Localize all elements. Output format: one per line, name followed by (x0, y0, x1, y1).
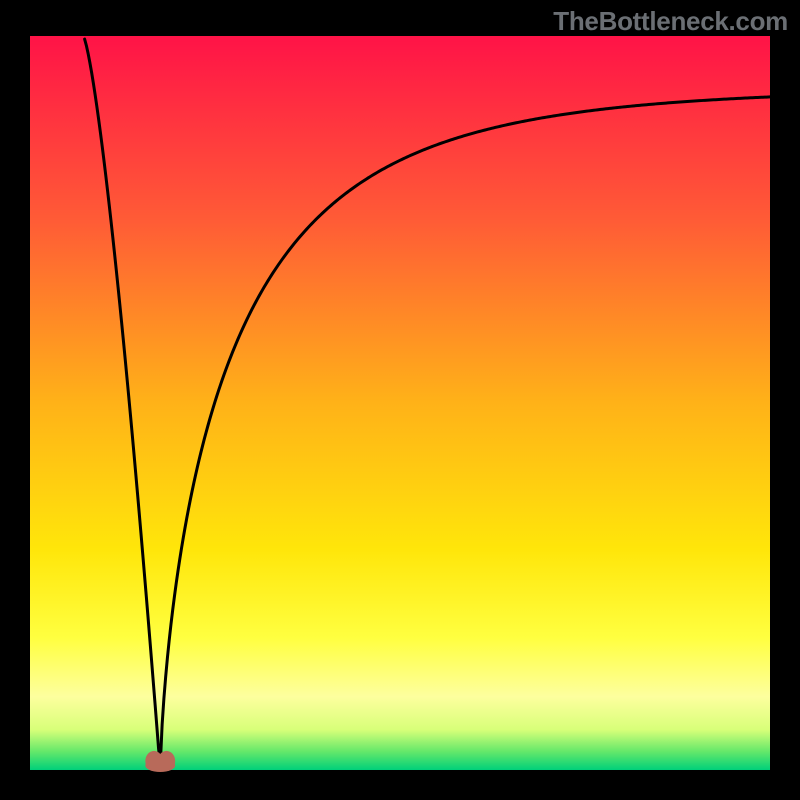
plot-background (30, 36, 770, 770)
chart-container: TheBottleneck.com (0, 0, 800, 800)
curve-dip-marker (145, 751, 175, 772)
watermark-text: TheBottleneck.com (553, 6, 788, 37)
plot-svg (0, 0, 800, 800)
